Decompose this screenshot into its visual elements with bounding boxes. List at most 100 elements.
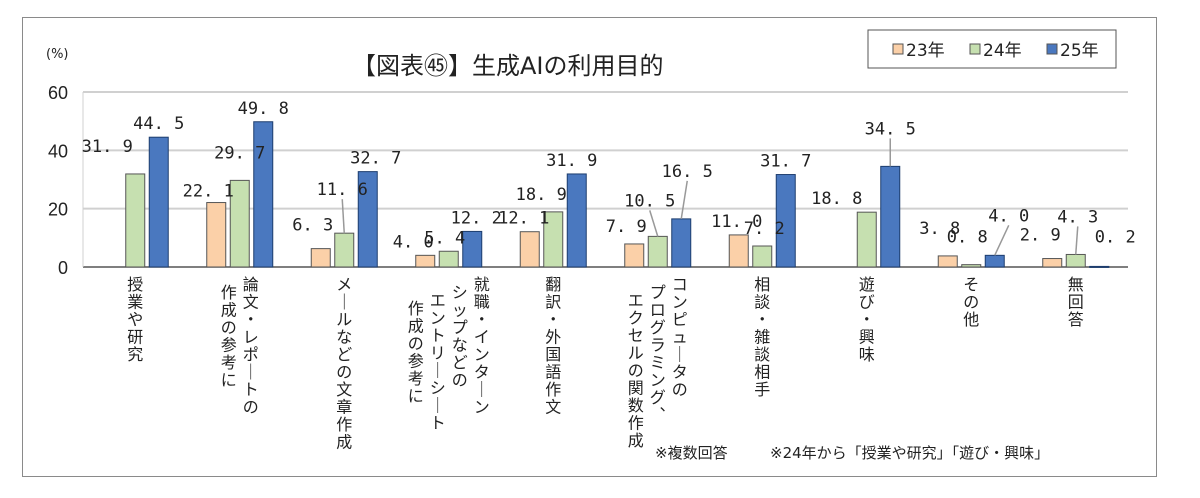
category-label-char: 国	[545, 345, 561, 364]
legend-box	[867, 29, 1117, 69]
category-label-char: 回	[1068, 293, 1084, 312]
category-label-char: ・	[243, 310, 259, 329]
category-label-char: の	[408, 334, 424, 353]
legend-label: 24年	[983, 41, 1022, 61]
category-label-char: タ	[474, 363, 490, 382]
legend-swatch-23年	[892, 43, 904, 55]
data-label: 22. 1	[183, 182, 234, 202]
bar-25年	[775, 174, 796, 268]
category-label-char: 業	[127, 293, 143, 312]
data-label: 18. 9	[516, 185, 567, 205]
category-label-char: 談	[754, 345, 770, 364]
category-label-char: に	[221, 371, 237, 390]
bar-24年	[543, 211, 564, 268]
data-label: 4. 0	[988, 206, 1029, 226]
data-label: 4. 0	[393, 232, 434, 252]
data-label: 2. 9	[1020, 226, 1061, 246]
category-label-char: ミ	[650, 353, 666, 372]
category-label-char: ュ	[672, 328, 688, 347]
category-label-char: 談	[754, 293, 770, 312]
category-label-char: 味	[859, 345, 875, 364]
data-label: 31. 7	[760, 152, 811, 172]
category-label-char: ｜	[243, 363, 259, 382]
category-label-char: 他	[963, 310, 979, 329]
data-label: 32. 7	[350, 149, 401, 169]
y-axis-ticks: 0 20 40 60	[48, 83, 68, 278]
category-label-char: ｜	[430, 396, 446, 415]
category-label-char: エ	[628, 291, 644, 310]
bar-25年	[1089, 265, 1110, 268]
category-label-char: ッ	[452, 301, 468, 320]
y-tick-label: 60	[48, 83, 68, 103]
note-since-24: ※24年から「授業や研究」「遊び・興味」	[770, 444, 1049, 462]
bar-24年	[438, 250, 459, 268]
category-label-char: シ	[452, 283, 468, 302]
category-label-char: ｜	[430, 361, 446, 380]
category-label-char: ラ	[650, 336, 666, 355]
category-label-char: ・	[754, 310, 770, 329]
category-label-char: 無	[1068, 275, 1084, 294]
category-label-char: 成	[628, 431, 644, 450]
category-label-char: の	[672, 380, 688, 399]
category-label-char: 就	[474, 275, 490, 294]
category-label-char: ン	[474, 345, 490, 364]
bar-24年	[961, 264, 982, 268]
category-label-char: 職	[474, 293, 490, 312]
legend-label: 25年	[1060, 41, 1099, 61]
bar-23年	[624, 243, 645, 268]
category-label-char: 関	[628, 379, 644, 398]
data-label: 11. 6	[317, 180, 368, 200]
category-label-char: ン	[474, 398, 490, 417]
legend-swatch-24年	[969, 43, 981, 55]
category-label-char: メ	[336, 275, 352, 294]
data-label: 18. 8	[811, 189, 862, 209]
category-label-char: 作	[336, 415, 352, 434]
category-label-char: 興	[859, 328, 875, 347]
category-label-char: の	[452, 371, 468, 390]
y-tick-label: 0	[58, 258, 68, 278]
category-label-char: ピ	[672, 310, 688, 329]
category-label-char: ｜	[672, 345, 688, 364]
bar-24年	[856, 211, 877, 268]
category-label-char: イ	[474, 328, 490, 347]
bar-25年	[148, 136, 169, 268]
data-label: 12. 2	[451, 208, 502, 228]
category-label-char: 語	[545, 363, 561, 382]
legend: 23年 24年 25年	[867, 29, 1117, 69]
category-label-char: ト	[243, 380, 259, 399]
legend-swatch-25年	[1046, 43, 1058, 55]
category-label-char: ︑	[650, 406, 666, 425]
category-label-char: グ	[650, 318, 666, 337]
category-label-char: ポ	[243, 345, 259, 364]
data-label: 31. 9	[546, 151, 597, 171]
bar-23年	[728, 234, 749, 268]
leader-lines	[341, 138, 1079, 256]
y-tick-label: 40	[48, 141, 68, 161]
data-label: 10. 5	[624, 191, 675, 211]
data-label: 49. 8	[238, 99, 289, 119]
bar-23年	[415, 254, 436, 268]
data-label: 31. 9	[82, 137, 133, 157]
bar-25年	[357, 171, 378, 268]
data-label: 29. 7	[214, 143, 265, 163]
category-label-char: の	[221, 318, 237, 337]
data-label: 3. 8	[919, 219, 960, 239]
category-label-char: 研	[127, 328, 143, 347]
y-axis-unit: (%)	[46, 47, 69, 62]
category-label-char: 訳	[545, 293, 561, 312]
category-label-char: に	[408, 387, 424, 406]
x-axis-categories: 授業や研究論文・レポ｜トの作成の参考にメ｜ルなどの文章作成就職・インタ｜ンシップ…	[127, 275, 1084, 452]
category-label-char: の	[963, 293, 979, 312]
category-label-char: 成	[221, 301, 237, 320]
category-label-char: シ	[430, 379, 446, 398]
category-label-char: ど	[336, 345, 352, 364]
legend-label: 23年	[906, 41, 945, 61]
category-label-char: 章	[336, 398, 352, 417]
category-label-char: 作	[408, 299, 424, 318]
category-label-char: ル	[336, 310, 352, 329]
category-label-char: 文	[243, 293, 259, 312]
data-labels: 31. 944. 522. 129. 749. 86. 311. 632. 74…	[82, 99, 1136, 253]
data-label: 12. 1	[498, 209, 549, 229]
category-label-char: 文	[545, 398, 561, 417]
